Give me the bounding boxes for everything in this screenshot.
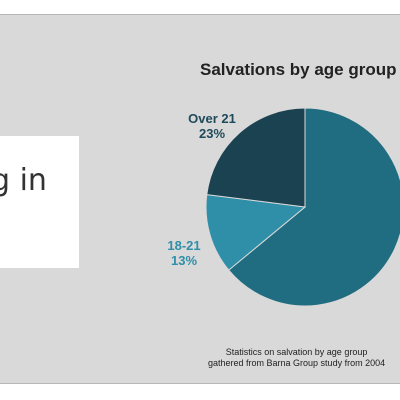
pie-slice-18-21 <box>205 194 307 271</box>
chart-title: Salvations by age group <box>200 60 397 79</box>
slide-title-card: ng in p <box>0 136 79 268</box>
slice-label-over-21: Over 21 23% <box>176 111 248 141</box>
slice-label-18-21: 18-21 13% <box>152 238 216 268</box>
slice-label-over-21-percent: 23% <box>198 126 226 141</box>
pie-slice-over-21 <box>206 107 306 208</box>
slide-title-line-1: ng in <box>0 163 47 198</box>
presentation-slide: ng in p Salvations by age group Over 21 … <box>0 14 400 384</box>
pie-chart <box>205 107 400 307</box>
slice-label-over-21-name: Over 21 <box>188 111 236 126</box>
slice-label-18-21-name: 18-21 <box>167 238 201 253</box>
slice-label-18-21-percent: 13% <box>170 253 198 268</box>
pie-slice-under-18 <box>228 107 400 307</box>
chart-caption: Statistics on salvation by age group gat… <box>208 347 385 369</box>
chart-caption-line-2: gathered from Barna Group study from 200… <box>208 358 386 368</box>
slide-title-text: ng in p <box>0 164 47 232</box>
chart-caption-line-1: Statistics on salvation by age group <box>225 347 368 357</box>
